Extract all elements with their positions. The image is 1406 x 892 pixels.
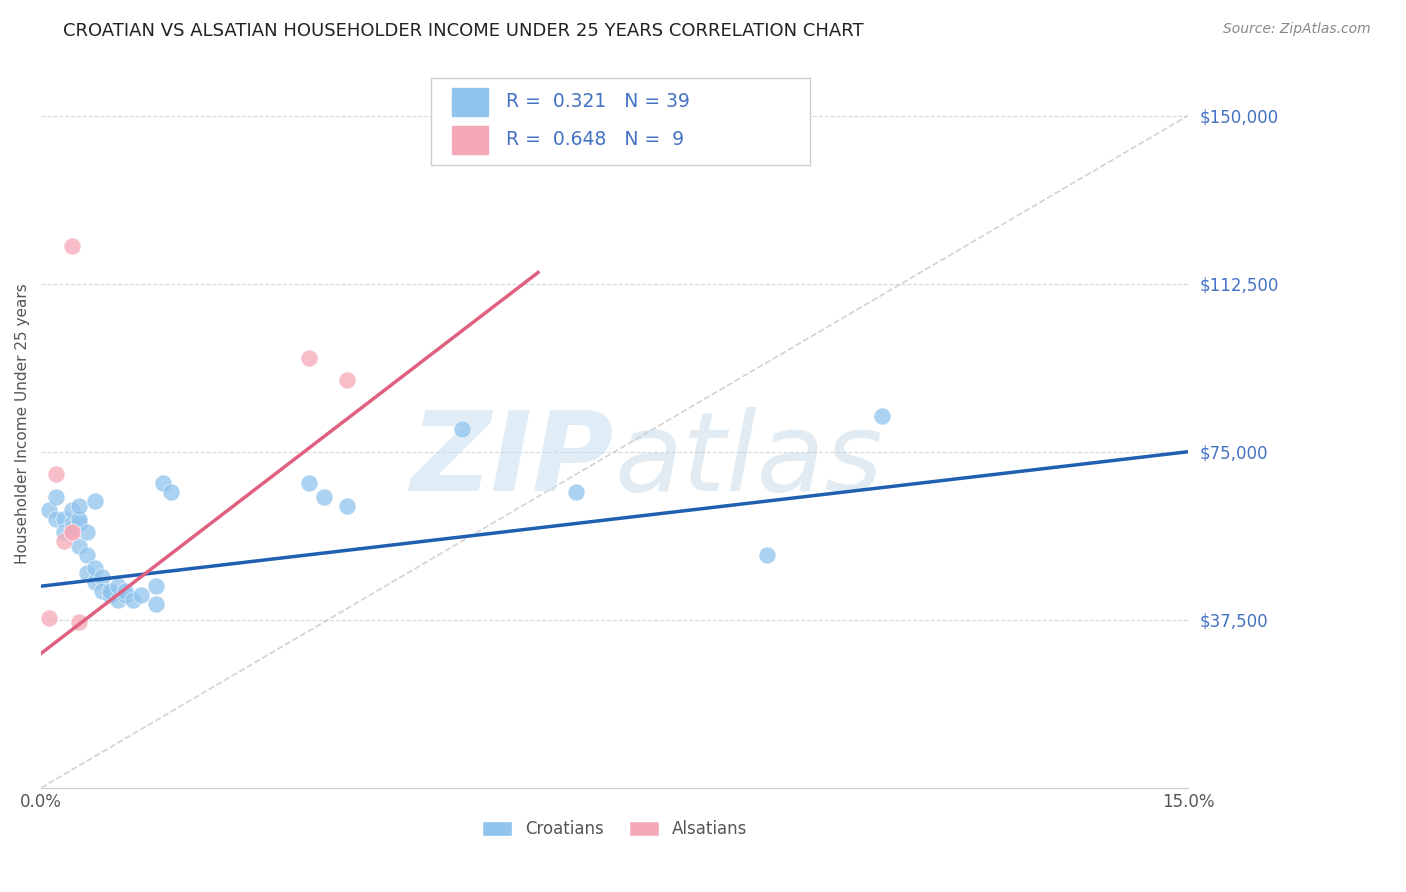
Point [336,373,359,387]
Point [45,490,67,504]
Point [121,592,143,607]
Point [336,499,359,513]
Text: ZIP: ZIP [411,407,614,514]
Point [91,570,114,584]
Point [83,494,105,508]
Point [67,615,90,629]
Point [145,579,167,593]
Point [83,574,105,589]
Point [129,588,152,602]
Point [38,503,60,517]
Text: R =  0.648   N =  9: R = 0.648 N = 9 [506,130,683,149]
Point [450,422,472,436]
Point [152,476,174,491]
Text: Source: ZipAtlas.com: Source: ZipAtlas.com [1223,22,1371,37]
Text: R =  0.321   N = 39: R = 0.321 N = 39 [506,93,689,112]
Point [98,583,121,598]
Point [60,521,83,535]
Point [67,499,90,513]
Text: atlas: atlas [614,407,883,514]
Point [76,566,98,580]
Point [312,490,335,504]
Point [298,351,321,365]
Point [756,548,779,562]
FancyBboxPatch shape [451,88,488,116]
Point [67,539,90,553]
Point [53,534,76,549]
FancyBboxPatch shape [432,78,810,165]
Point [114,588,136,602]
Point [83,561,105,575]
Y-axis label: Householder Income Under 25 years: Householder Income Under 25 years [15,284,30,564]
Point [53,525,76,540]
Point [98,588,121,602]
Point [76,525,98,540]
Point [60,525,83,540]
Point [60,525,83,540]
Point [91,583,114,598]
Point [45,512,67,526]
FancyBboxPatch shape [451,126,488,153]
Point [76,548,98,562]
Point [298,476,321,491]
Point [38,610,60,624]
Point [60,516,83,531]
Point [45,467,67,482]
Point [60,503,83,517]
Point [67,516,90,531]
Point [565,485,588,500]
Point [160,485,183,500]
Point [60,238,83,252]
Point [53,512,76,526]
Legend: Croatians, Alsatians: Croatians, Alsatians [475,814,754,845]
Point [114,583,136,598]
Point [107,592,129,607]
Point [870,409,893,423]
Point [67,512,90,526]
Point [107,579,129,593]
Text: CROATIAN VS ALSATIAN HOUSEHOLDER INCOME UNDER 25 YEARS CORRELATION CHART: CROATIAN VS ALSATIAN HOUSEHOLDER INCOME … [63,22,863,40]
Point [145,597,167,611]
